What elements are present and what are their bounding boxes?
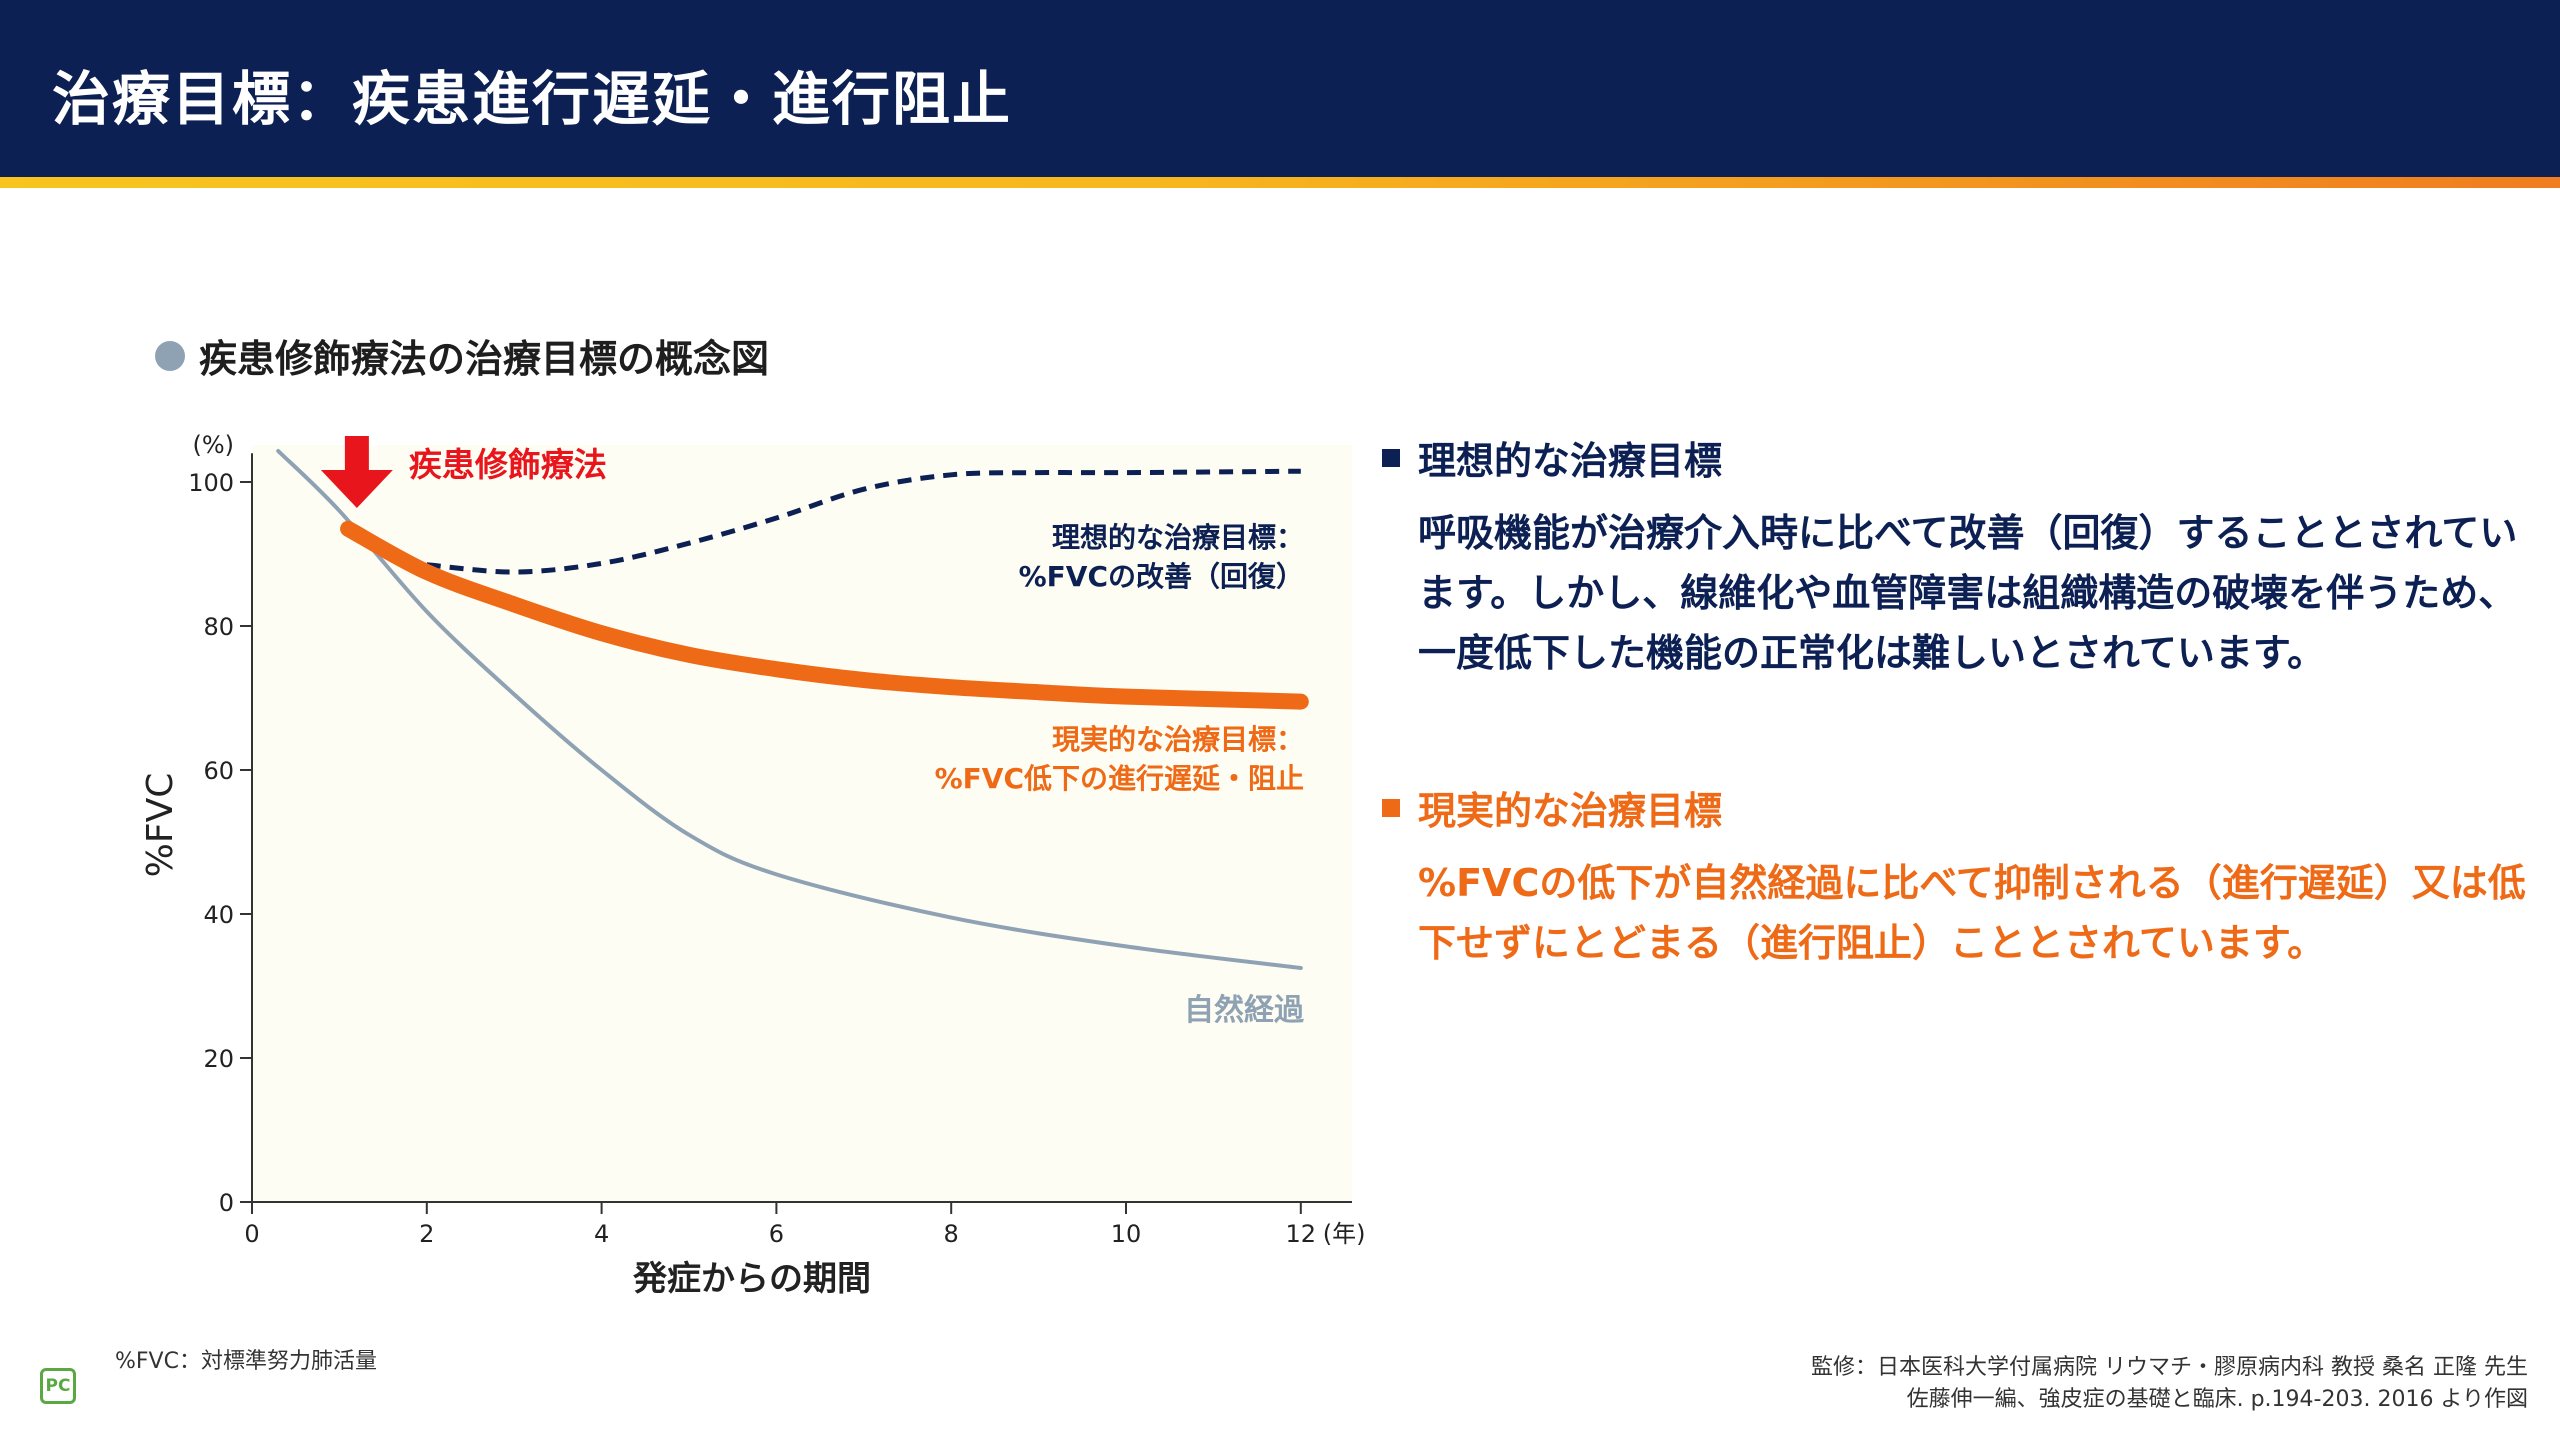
footnote: %FVC：対標準努力肺活量	[115, 1349, 377, 1374]
x-axis: 0 2 4 6 8 10 12 (年) 発症からの期間	[244, 1201, 1366, 1299]
x-tick-label-12: 12	[1286, 1220, 1317, 1248]
x-tick-label-2: 2	[419, 1220, 434, 1248]
company-logo: PC	[40, 1368, 76, 1404]
natural-course-line	[276, 449, 1303, 970]
x-unit-label: (年)	[1323, 1220, 1366, 1248]
ideal-goal-heading-text: 理想的な治療目標	[1418, 439, 1723, 483]
x-tick-label-0: 0	[244, 1220, 259, 1248]
y-axis: 0 20 40 60 80 100 (%) %FVC	[140, 431, 253, 1217]
x-tick-label-4: 4	[594, 1220, 609, 1248]
y-tick-label-100: 100	[188, 469, 234, 497]
realistic-goal-label-line1: 現実的な治療目標：	[1052, 723, 1304, 756]
ideal-goal-label-line1: 理想的な治療目標：	[1052, 521, 1304, 554]
realistic-goal-label-line2: %FVC低下の進行遅延・阻止	[935, 762, 1304, 795]
x-tick-label-8: 8	[944, 1220, 959, 1248]
orange-square-icon	[1382, 798, 1400, 817]
chart-section-title: 疾患修飾療法の治療目標の概念図	[155, 328, 769, 383]
realistic-goal-explanation: 現実的な治療目標 %FVCの低下が自然経過に比べて抑制される（進行遅延）又は低下…	[1382, 780, 2526, 973]
header-bar: 治療目標：疾患進行遅延・進行阻止	[0, 0, 2560, 177]
intervention-arrow-icon	[320, 436, 393, 508]
intervention-label: 疾患修飾療法	[409, 445, 607, 484]
y-tick-label-60: 60	[203, 757, 234, 785]
bullet-dot-icon	[155, 340, 185, 371]
y-tick-label-0: 0	[219, 1189, 234, 1217]
source-reference: 佐藤伸一編、強皮症の基礎と臨床. p.194-203. 2016 より作図	[1906, 1387, 2528, 1412]
ideal-goal-line	[426, 468, 1301, 575]
y-unit-label: (%)	[192, 431, 234, 459]
y-tick-label-20: 20	[203, 1045, 234, 1073]
y-tick-label-80: 80	[203, 613, 234, 641]
y-axis-title: %FVC	[140, 773, 181, 878]
chart-title: 疾患修飾療法の治療目標の概念図	[199, 337, 770, 381]
realistic-goal-heading-text: 現実的な治療目標	[1418, 789, 1723, 833]
ideal-goal-body: 呼吸機能が治療介入時に比べて改善（回復）することとされています。しかし、線維化や…	[1418, 511, 2518, 675]
ideal-goal-explanation: 理想的な治療目標 呼吸機能が治療介入時に比べて改善（回復）することとされています…	[1382, 430, 2522, 683]
source-supervisor: 監修：日本医科大学付属病院 リウマチ・膠原病内科 教授 桑名 正隆 先生	[1811, 1355, 2528, 1380]
navy-square-icon	[1382, 448, 1400, 467]
natural-course-label: 自然経過	[1184, 993, 1305, 1028]
header-accent-rule	[0, 177, 2560, 188]
x-axis-title: 発症からの期間	[633, 1259, 871, 1299]
x-tick-label-6: 6	[769, 1220, 784, 1248]
source-credit: 監修：日本医科大学付属病院 リウマチ・膠原病内科 教授 桑名 正隆 先生 佐藤伸…	[1811, 1352, 2528, 1416]
ideal-goal-heading: 理想的な治療目標	[1382, 430, 2522, 485]
y-tick-label-40: 40	[203, 901, 234, 929]
page-title: 治療目標：疾患進行遅延・進行阻止	[52, 65, 1013, 133]
series-lines	[276, 436, 1309, 970]
ideal-goal-label-line2: %FVCの改善（回復）	[1019, 560, 1304, 593]
realistic-goal-line	[340, 520, 1309, 710]
x-tick-label-10: 10	[1111, 1220, 1142, 1248]
realistic-goal-heading: 現実的な治療目標	[1382, 780, 2522, 835]
realistic-goal-body: %FVCの低下が自然経過に比べて抑制される（進行遅延）又は低下せずにとどまる（進…	[1418, 861, 2526, 965]
